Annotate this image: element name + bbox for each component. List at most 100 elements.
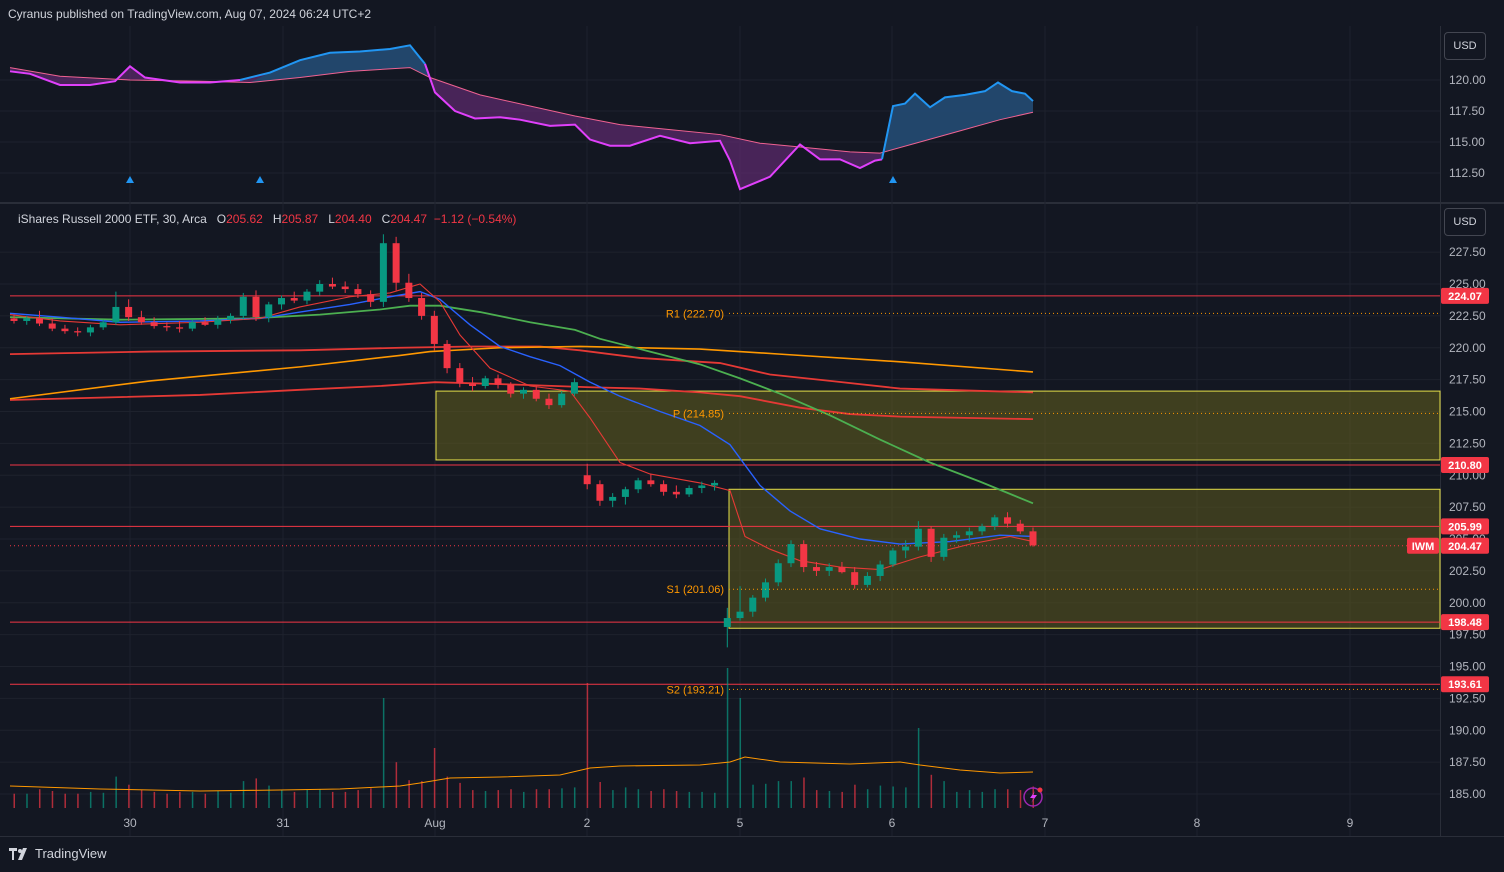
time-tick-label: 5 — [737, 816, 744, 830]
volume-bar — [153, 791, 156, 808]
candle-body — [239, 296, 247, 316]
alert-dot — [1037, 787, 1043, 793]
price-tag-label: 224.07 — [1448, 291, 1482, 303]
oscillator-fill-neg — [10, 45, 1033, 190]
candle-body — [914, 528, 922, 547]
grid — [0, 26, 1504, 837]
time-tick-label: Aug — [424, 816, 445, 830]
volume-bar — [917, 728, 920, 808]
signal-arrow-up — [256, 176, 264, 183]
volume-bar — [13, 793, 15, 808]
volume-bar — [803, 777, 805, 808]
lightning-glyph — [1030, 791, 1037, 803]
volume-bar — [179, 791, 181, 808]
candle-body — [596, 484, 604, 501]
tradingview-icon — [9, 847, 27, 860]
candle-body — [532, 389, 540, 399]
candle-body — [634, 480, 642, 490]
open-label: O — [216, 212, 227, 226]
candle-body — [685, 488, 693, 495]
oscillator-slow-line — [9, 67, 1034, 154]
volume-bar — [854, 784, 856, 808]
time-tick-label: 6 — [889, 816, 896, 830]
volume-bar — [650, 791, 652, 808]
volume-bar — [879, 785, 882, 808]
volume-bar — [777, 781, 780, 808]
candle-body — [583, 475, 591, 485]
volume-bar — [370, 788, 372, 808]
time-tick-label: 7 — [1042, 816, 1049, 830]
candle-body — [876, 564, 884, 576]
change-value: −1.12 (−0.54%) — [433, 212, 517, 226]
price-tick-label: 215.00 — [1449, 405, 1486, 419]
volume-bar — [230, 792, 232, 808]
ma-red-upper — [9, 345, 1034, 394]
ma-orange — [9, 345, 1034, 400]
volume-bar — [306, 789, 308, 808]
price-tick-label: 200.00 — [1449, 596, 1486, 610]
candle-body — [328, 284, 336, 287]
top-tick-label: 117.50 — [1449, 104, 1485, 118]
candle-body — [188, 322, 196, 329]
volume-bar — [51, 791, 54, 808]
candle-body — [469, 383, 477, 386]
price-axis: 227.50 225.00 222.50 220.00 217.50 215.00 212.… — [1449, 73, 1486, 801]
candle-body — [405, 282, 413, 299]
candle-body — [86, 327, 94, 333]
price-tick-label: 222.50 — [1449, 309, 1486, 323]
volume-bar — [828, 791, 831, 808]
price-tick-label: 207.50 — [1449, 500, 1486, 514]
candle-body — [303, 291, 311, 301]
candle-body — [800, 544, 808, 568]
pivot-labels: R1 (222.70) P (214.85) S1 (201.06) S2 (193.… — [666, 308, 1440, 696]
volume-bar — [790, 781, 792, 808]
candle-body — [418, 298, 426, 316]
volume-bar — [586, 683, 589, 808]
time-tick-label: 9 — [1347, 816, 1354, 830]
candle-body — [749, 597, 757, 612]
candle-body — [1029, 531, 1037, 546]
candle-body — [456, 368, 464, 384]
volume-bar — [943, 781, 945, 808]
candle-body — [609, 496, 617, 501]
oscillator-fast-line-neg-2 — [424, 63, 883, 191]
volume-bar — [433, 748, 436, 808]
candle-body — [48, 323, 56, 329]
volume-bar — [765, 783, 767, 808]
volume-bar — [956, 791, 958, 808]
symbol-tag-label: IWM — [1412, 541, 1435, 553]
candle-body — [176, 327, 184, 329]
candle-body — [991, 517, 999, 527]
volume-bar — [561, 788, 563, 808]
oscillator-fill-pos-2 — [250, 45, 430, 83]
candle-body — [621, 489, 629, 497]
volume-bar — [675, 791, 678, 808]
volume-bar — [841, 791, 843, 808]
time-axis: 30 31 Aug 2 5 6 7 8 9 — [123, 816, 1353, 830]
candle-body — [290, 298, 298, 301]
price-tick-label: 197.50 — [1449, 628, 1486, 642]
volume-bar — [739, 698, 742, 808]
candle-body — [252, 296, 260, 318]
tradingview-logo[interactable]: TradingView — [9, 846, 107, 861]
price-tags: 224.07 210.80 205.99 198.48 193.61 IWM 204.47 — [1023, 287, 1489, 807]
low-value: 204.40 — [334, 212, 372, 226]
volume-bar — [26, 793, 28, 808]
candle-body — [277, 298, 285, 305]
volume-bar — [344, 791, 347, 808]
candle-body — [723, 618, 731, 627]
top-currency-button[interactable]: USD — [1444, 32, 1486, 60]
candle-body — [1004, 517, 1012, 524]
volume-bar — [726, 668, 729, 808]
main-currency-button[interactable]: USD — [1444, 208, 1486, 236]
close-label: C — [381, 212, 391, 226]
volume-bar — [293, 791, 296, 808]
price-tick-label: 217.50 — [1449, 373, 1486, 387]
volume-bar — [115, 776, 117, 808]
candle-body — [698, 485, 706, 488]
candle-body — [812, 567, 820, 571]
candle-body — [838, 567, 846, 573]
price-tick-label: 202.50 — [1449, 564, 1486, 578]
candle-body — [265, 304, 273, 318]
